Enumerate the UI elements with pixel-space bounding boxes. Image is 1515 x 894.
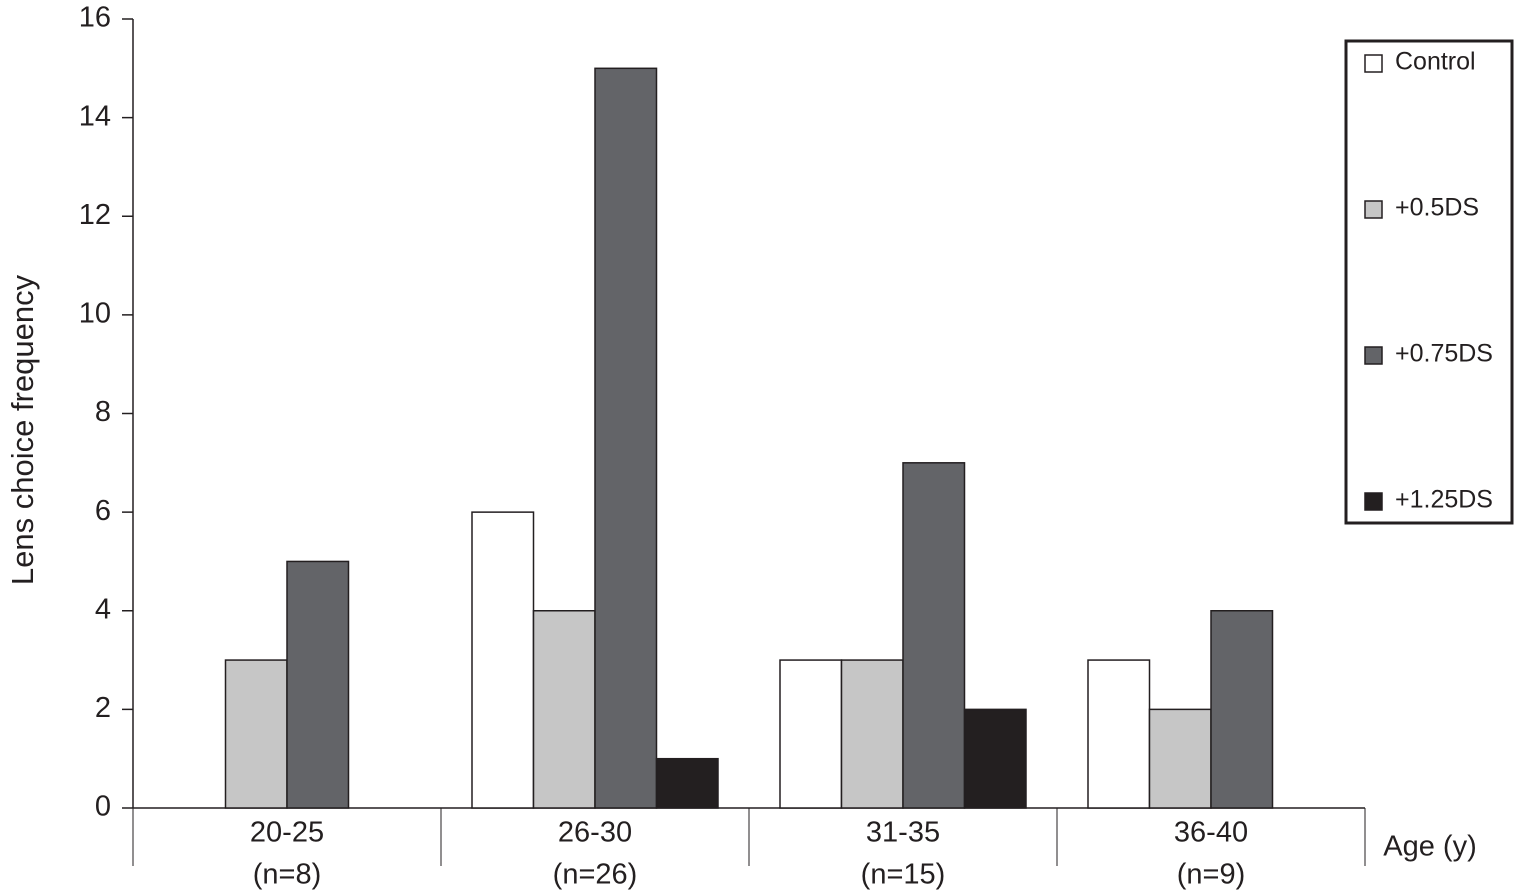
x-tick-label: 26-30 bbox=[558, 817, 632, 849]
bar bbox=[902, 462, 966, 809]
bar bbox=[840, 659, 904, 809]
x-tick-label: (n=8) bbox=[253, 859, 322, 891]
x-tick-label: (n=26) bbox=[553, 859, 638, 891]
x-tick-label: (n=9) bbox=[1177, 859, 1246, 891]
legend-label: Control bbox=[1395, 48, 1476, 76]
y-axis-label: Lens choice frequency bbox=[5, 274, 40, 585]
y-tick-label: 6 bbox=[95, 495, 111, 527]
y-tick-label: 2 bbox=[95, 692, 111, 724]
x-axis-label: Age (y) bbox=[1383, 831, 1476, 863]
bar bbox=[1148, 708, 1212, 809]
y-tick-label: 4 bbox=[95, 593, 111, 625]
y-tick-label: 12 bbox=[79, 199, 111, 231]
bar bbox=[471, 511, 535, 809]
y-tick-label: 0 bbox=[95, 791, 111, 823]
bar bbox=[1210, 610, 1274, 809]
y-tick-label: 10 bbox=[79, 298, 111, 330]
y-tick-label: 8 bbox=[95, 396, 111, 428]
y-tick-label: 14 bbox=[79, 100, 111, 132]
bar bbox=[286, 560, 350, 809]
legend-swatch bbox=[1364, 200, 1383, 219]
legend-label: +0.75DS bbox=[1395, 340, 1493, 368]
legend-swatch bbox=[1364, 492, 1383, 511]
x-tick-label: (n=15) bbox=[861, 859, 946, 891]
legend-label: +0.5DS bbox=[1395, 194, 1479, 222]
bar bbox=[594, 67, 658, 809]
legend-box bbox=[1344, 39, 1514, 525]
bar bbox=[779, 659, 843, 809]
bar bbox=[655, 757, 719, 809]
bar bbox=[224, 659, 288, 809]
bar bbox=[963, 708, 1027, 809]
y-tick-label: 16 bbox=[79, 2, 111, 34]
x-tick-label: 20-25 bbox=[250, 817, 324, 849]
legend-swatch bbox=[1364, 346, 1383, 365]
x-tick-label: 31-35 bbox=[866, 817, 940, 849]
bar bbox=[532, 610, 596, 809]
x-tick-label: 36-40 bbox=[1174, 817, 1248, 849]
bar bbox=[1087, 659, 1151, 809]
legend-label: +1.25DS bbox=[1395, 486, 1493, 514]
legend-swatch bbox=[1364, 54, 1383, 73]
